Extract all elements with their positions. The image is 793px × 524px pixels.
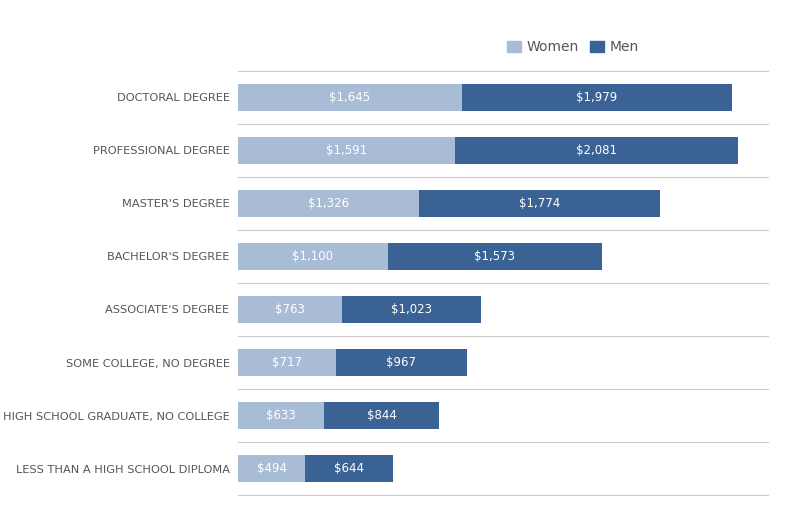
Text: $717: $717 bbox=[272, 356, 302, 369]
Text: $1,326: $1,326 bbox=[308, 197, 349, 210]
Bar bbox=[454, 137, 738, 164]
Bar bbox=[324, 402, 439, 429]
Text: $1,100: $1,100 bbox=[293, 250, 333, 263]
Text: $633: $633 bbox=[266, 409, 296, 422]
Bar bbox=[238, 243, 388, 270]
Bar bbox=[238, 190, 419, 217]
Text: $2,081: $2,081 bbox=[576, 144, 617, 157]
Bar bbox=[238, 137, 454, 164]
Bar bbox=[238, 348, 335, 376]
Bar bbox=[419, 190, 661, 217]
Bar bbox=[238, 296, 342, 323]
Bar bbox=[342, 296, 481, 323]
Text: $1,645: $1,645 bbox=[329, 91, 370, 104]
Text: $844: $844 bbox=[366, 409, 396, 422]
Text: $1,774: $1,774 bbox=[519, 197, 560, 210]
Bar bbox=[238, 83, 462, 111]
Text: $1,573: $1,573 bbox=[474, 250, 515, 263]
Text: $644: $644 bbox=[334, 462, 364, 475]
Text: $967: $967 bbox=[386, 356, 416, 369]
Text: $1,979: $1,979 bbox=[577, 91, 618, 104]
Bar bbox=[238, 402, 324, 429]
Text: $494: $494 bbox=[257, 462, 286, 475]
Text: $1,023: $1,023 bbox=[391, 303, 432, 316]
Legend: Women, Men: Women, Men bbox=[501, 35, 644, 60]
Text: $763: $763 bbox=[275, 303, 305, 316]
Text: $1,591: $1,591 bbox=[326, 144, 367, 157]
Bar bbox=[462, 83, 732, 111]
Bar bbox=[335, 348, 467, 376]
Bar bbox=[305, 455, 393, 483]
Bar bbox=[238, 455, 305, 483]
Bar bbox=[388, 243, 602, 270]
